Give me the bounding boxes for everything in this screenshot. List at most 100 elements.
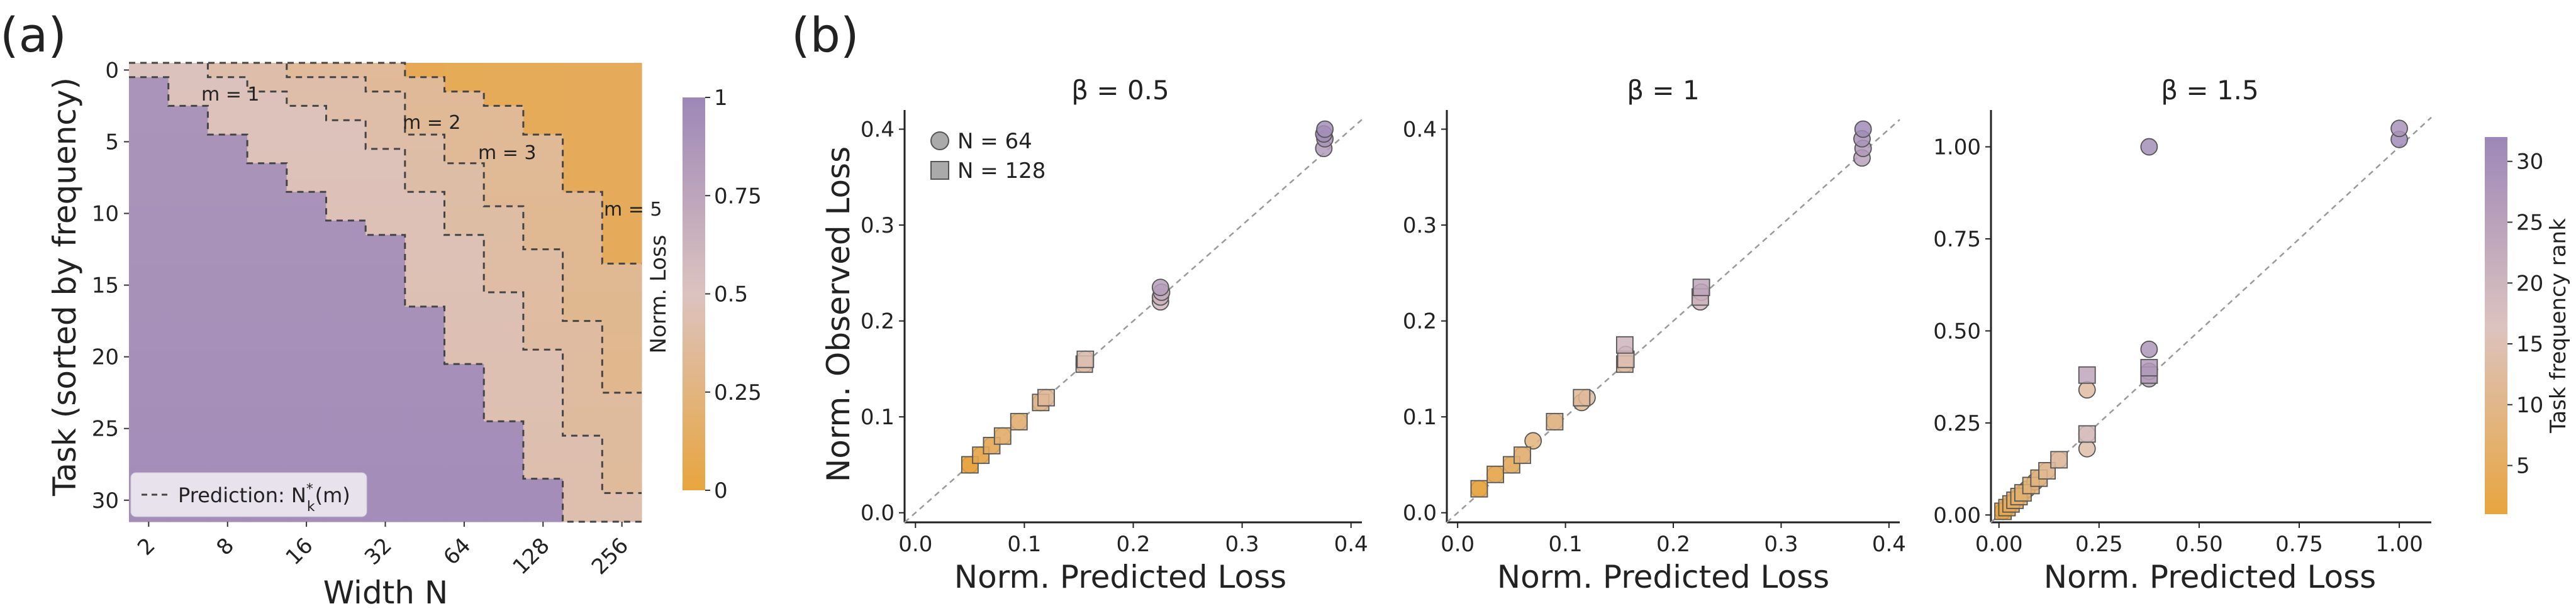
heatmap-cell <box>602 436 642 451</box>
heatmap-cell <box>326 120 366 135</box>
data-point-square <box>2078 425 2096 443</box>
heatmap-cell <box>562 91 603 107</box>
heatmap-cell <box>286 77 327 92</box>
heatmap-cell <box>523 378 564 393</box>
scatter-x-tick-label: 0.00 <box>1975 532 2023 557</box>
heatmap-cell <box>444 249 484 264</box>
heatmap-cell <box>286 91 327 107</box>
heatmap-cell <box>129 177 169 192</box>
heatmap-cell <box>523 464 564 480</box>
rank-colorbar-tick-label: 5 <box>2516 454 2530 479</box>
scatter-x-tick-label: 1.00 <box>2375 532 2423 557</box>
heatmap-cell <box>168 278 208 293</box>
heatmap-cell <box>168 436 208 451</box>
heatmap-cell <box>404 306 445 322</box>
heatmap-cell <box>484 278 524 293</box>
data-point-square <box>1010 412 1028 431</box>
heatmap-cell <box>484 77 524 92</box>
scatter-x-tick-label: 0.0 <box>1441 532 1475 557</box>
heatmap-cell <box>129 220 169 236</box>
heatmap-y-tick-label: 30 <box>92 488 119 514</box>
heatmap-cell <box>326 321 366 336</box>
heatmap-cell <box>208 249 248 264</box>
scatter-title-beta-1.5: β = 1.5 <box>2161 75 2259 106</box>
heatmap-cell <box>562 349 603 365</box>
heatmap-cell <box>286 321 327 336</box>
scatter-y-tick-label: 0.2 <box>1403 309 1437 334</box>
heatmap-cell <box>168 378 208 393</box>
heatmap-x-axis-label: Width N <box>323 575 449 611</box>
heatmap-cell <box>444 278 484 293</box>
rank-colorbar-bar <box>2485 137 2507 514</box>
heatmap-cell <box>247 163 287 179</box>
heatmap-colorbar-tick-label: 1 <box>714 85 728 111</box>
heatmap-cell <box>326 364 366 379</box>
heatmap-cell <box>444 493 484 508</box>
boundary-label-1: m = 1 <box>201 84 260 106</box>
heatmap-cell <box>129 234 169 250</box>
heatmap-cell <box>562 306 603 322</box>
heatmap-cell <box>208 177 248 192</box>
heatmap-cell <box>208 321 248 336</box>
heatmap-cell <box>365 63 406 78</box>
scatter-x-axis-label-beta-0.5: Norm. Predicted Loss <box>954 559 1286 595</box>
heatmap-cell <box>523 349 564 365</box>
scatter-x-tick-label: 0.1 <box>1549 532 1583 557</box>
heatmap-y-tick-label: 5 <box>105 129 119 155</box>
heatmap-cell <box>286 106 327 121</box>
heatmap-cell <box>247 321 287 336</box>
heatmap-cell <box>365 135 406 150</box>
scatter-x-tick-label: 0.25 <box>2075 532 2123 557</box>
rank-colorbar-tick-label: 15 <box>2516 332 2543 357</box>
heatmap-cell <box>326 135 366 150</box>
data-point-square <box>1546 412 1564 431</box>
scatter-y-tick-label: 0.0 <box>861 501 895 526</box>
heatmap-cell <box>286 421 327 436</box>
heatmap-colorbar-bar <box>683 97 705 490</box>
data-point-square <box>1615 336 1634 354</box>
heatmap-cell <box>286 378 327 393</box>
heatmap-cell <box>208 292 248 307</box>
heatmap-cell <box>168 206 208 221</box>
heatmap-cell <box>444 392 484 408</box>
heatmap-cell <box>523 220 564 236</box>
heatmap-cell <box>286 63 327 78</box>
heatmap-cell <box>562 449 603 465</box>
heatmap-cell <box>365 478 406 493</box>
heatmap-cell <box>562 163 603 179</box>
heatmap-cell <box>168 263 208 278</box>
heatmap-x-tick-label: 256 <box>587 533 633 580</box>
heatmap-cell <box>602 507 642 522</box>
heatmap-cell <box>365 192 406 207</box>
heatmap-cell <box>208 91 248 107</box>
heatmap-cell <box>562 507 603 522</box>
boundary-label-3: m = 3 <box>478 142 537 164</box>
heatmap-cell <box>602 192 642 207</box>
boundary-line-1 <box>129 76 642 523</box>
heatmap-cell <box>168 292 208 307</box>
heatmap-cell <box>208 263 248 278</box>
heatmap-cell <box>286 192 327 207</box>
heatmap-cell <box>444 177 484 192</box>
heatmap-cell <box>286 407 327 422</box>
heatmap-cell <box>168 120 208 135</box>
heatmap-cell <box>286 364 327 379</box>
heatmap-cell <box>247 306 287 322</box>
heatmap-cell <box>562 148 603 164</box>
scatter-x-tick-label: 0.3 <box>1225 532 1259 557</box>
heatmap-cell <box>208 436 248 451</box>
heatmap-cell <box>444 148 484 164</box>
data-point-square <box>972 446 990 465</box>
heatmap-cell <box>208 206 248 221</box>
heatmap-colorbar-ticks: 0 0.25 0.5 0.75 1 <box>705 85 762 503</box>
heatmap-cell <box>404 292 445 307</box>
heatmap-cell <box>484 493 524 508</box>
heatmap-y-ticks: 0 5 10 15 20 25 30 <box>92 58 129 514</box>
heatmap-cell <box>129 63 169 78</box>
heatmap-cell <box>523 192 564 207</box>
heatmap-cell <box>444 292 484 307</box>
scatter-x-tick-label: 0.0 <box>898 532 932 557</box>
data-point-square <box>2078 366 2096 384</box>
heatmap-panel-a: m = 1 m = 2 m = 3 m = 5 2 8 16 32 64 128 256 0 5 10… <box>47 58 662 611</box>
heatmap-cell <box>365 177 406 192</box>
